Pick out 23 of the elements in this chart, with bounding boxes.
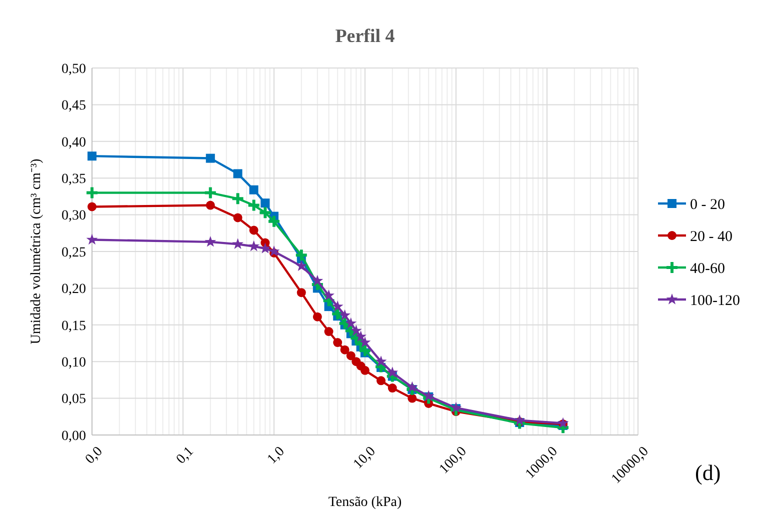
y-tick-label: 0,40 — [62, 135, 86, 150]
y-axis-title: Umidade volumétrica (cm³ cm⁻³) — [29, 158, 44, 344]
y-tick-label: 0,20 — [62, 282, 86, 298]
y-tick-label: 0,05 — [62, 392, 86, 408]
x-tick-label: 0,0 — [82, 444, 106, 468]
x-tick-label: 0,1 — [174, 444, 197, 468]
legend-label: 0 - 20 — [690, 196, 725, 213]
y-tick-label: 0,10 — [62, 356, 86, 370]
y-tick-label: 0,50 — [62, 62, 86, 77]
y-tick-label: 0,30 — [62, 208, 86, 224]
legend-label: 100-120 — [690, 292, 740, 309]
y-tick-label: 0,15 — [62, 318, 86, 334]
y-tick-label: 0,25 — [62, 245, 86, 260]
legend-label: 20 - 40 — [690, 228, 732, 245]
x-tick-label: 1,0 — [264, 444, 288, 468]
x-axis-title: Tensão (kPa) — [328, 495, 402, 510]
chart-title: Perfil 4 — [335, 26, 396, 47]
text: (d) — [695, 460, 721, 485]
legend-label: 40-60 — [690, 260, 725, 277]
y-tick-label: 0,45 — [62, 98, 86, 114]
y-tick-label: 0,00 — [62, 428, 86, 444]
x-tick-label: 10,0 — [350, 444, 379, 472]
y-tick-label: 0,35 — [62, 172, 86, 187]
